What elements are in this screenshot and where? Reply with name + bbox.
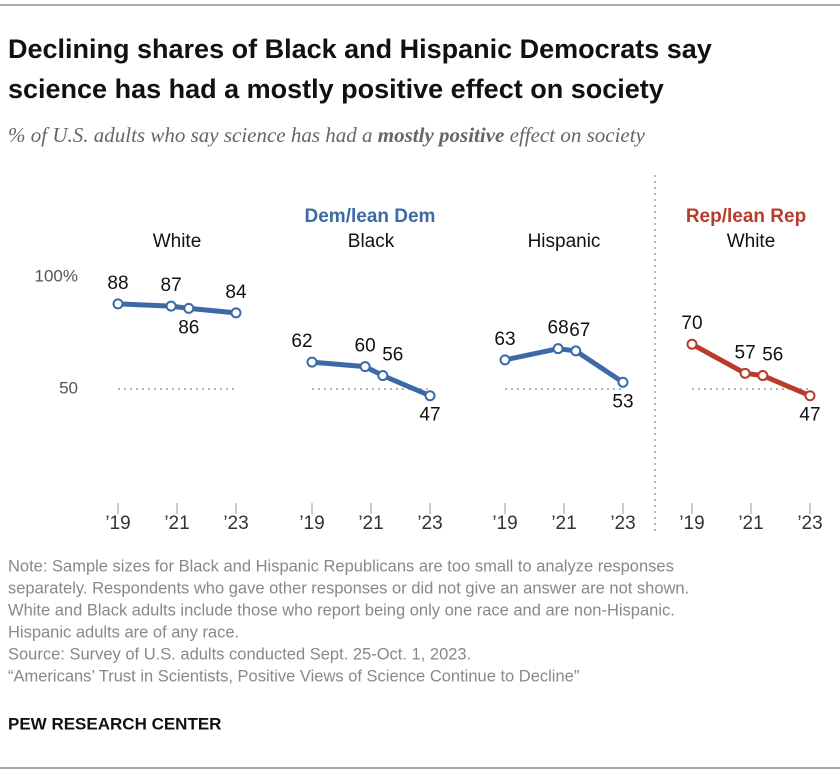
data-label: 56: [762, 345, 783, 366]
x-tick-label: ’21: [738, 513, 763, 534]
data-point: [230, 307, 242, 319]
data-point: [617, 376, 629, 388]
panel-title: Black: [348, 231, 395, 252]
data-point: [359, 361, 371, 373]
data-point: [739, 367, 751, 379]
data-point: [757, 370, 769, 382]
data-point: [112, 298, 124, 310]
note: separately. Respondents who gave other r…: [8, 579, 689, 597]
data-label: 86: [178, 317, 199, 338]
data-label: 67: [569, 320, 590, 341]
subtitle-text: effect on society: [504, 123, 645, 147]
subtitle: % of U.S. adults who say science has had…: [8, 123, 646, 147]
data-label: 88: [107, 273, 128, 294]
x-tick-label: ’23: [223, 513, 248, 534]
chart-title: science has had a mostly positive effect…: [8, 74, 664, 104]
y-tick-label: 100%: [35, 266, 78, 285]
note: White and Black adults include those who…: [8, 601, 675, 619]
data-label: 63: [494, 329, 515, 350]
data-point: [306, 356, 318, 368]
x-tick-label: ’21: [358, 513, 383, 534]
data-line: [504, 346, 625, 385]
data-line: [117, 301, 237, 316]
data-label: 60: [355, 336, 376, 357]
data-label: 56: [382, 345, 403, 366]
data-point: [377, 370, 389, 382]
data-label: 62: [291, 331, 312, 352]
group-label: Dem/lean Dem: [305, 206, 436, 227]
data-label: 53: [612, 391, 633, 412]
data-label: 68: [548, 318, 569, 339]
data-point: [570, 345, 582, 357]
data-label: 70: [681, 313, 702, 334]
panel-title: White: [727, 231, 776, 252]
data-point: [499, 354, 511, 366]
group-label: Rep/lean Rep: [686, 206, 806, 227]
note: “Americans’ Trust in Scientists, Positiv…: [8, 667, 579, 685]
x-tick-label: ’23: [417, 513, 442, 534]
data-line: [311, 359, 431, 399]
note: Hispanic adults are of any race.: [8, 623, 239, 641]
x-tick-label: ’21: [164, 513, 189, 534]
panel-title: Hispanic: [528, 231, 601, 252]
chart-title: Declining shares of Black and Hispanic D…: [8, 34, 712, 64]
data-label: 47: [799, 405, 820, 426]
subtitle-text: % of U.S. adults who say science has had…: [8, 123, 378, 147]
data-point: [165, 300, 177, 312]
x-tick-label: ’19: [299, 513, 324, 534]
data-point: [424, 390, 436, 402]
data-point: [686, 338, 698, 350]
data-point: [804, 390, 816, 402]
data-line: [690, 342, 811, 399]
subtitle-emphasis: mostly positive: [378, 123, 505, 147]
panel-title: White: [153, 231, 202, 252]
x-tick-label: ’23: [610, 513, 635, 534]
x-tick-label: ’19: [679, 513, 704, 534]
data-point: [552, 343, 564, 355]
y-tick-label: 50: [59, 378, 78, 397]
brand: PEW RESEARCH CENTER: [8, 714, 221, 733]
x-tick-label: ’21: [551, 513, 576, 534]
data-label: 84: [225, 282, 247, 303]
note: Source: Survey of U.S. adults conducted …: [8, 645, 471, 663]
x-tick-label: ’19: [492, 513, 517, 534]
data-label: 87: [161, 275, 182, 296]
data-label: 47: [419, 405, 440, 426]
x-tick-label: ’23: [797, 513, 822, 534]
data-point: [183, 302, 195, 314]
x-tick-label: ’19: [105, 513, 130, 534]
data-label: 57: [735, 342, 756, 363]
note: Note: Sample sizes for Black and Hispani…: [8, 557, 674, 575]
